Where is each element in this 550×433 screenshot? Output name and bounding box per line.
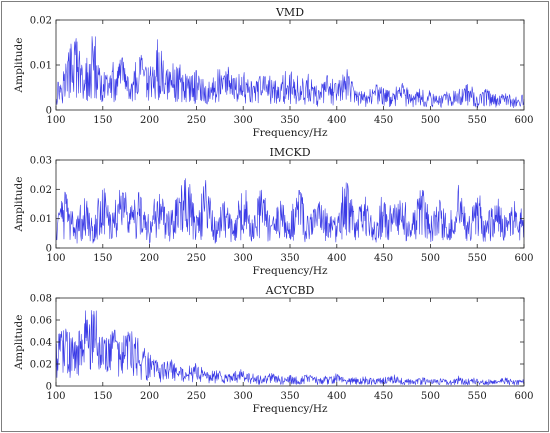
y-tick-label: 0 <box>46 382 52 393</box>
y-axis-label: Amplitude <box>13 177 25 233</box>
x-tick-label: 100 <box>46 115 65 126</box>
y-axis-label: Amplitude <box>13 315 25 371</box>
x-tick-label: 350 <box>280 253 299 264</box>
x-tick-label: 600 <box>514 253 533 264</box>
y-tick-label: 0.06 <box>30 316 52 327</box>
x-tick-label: 100 <box>46 391 65 402</box>
x-tick-label: 500 <box>421 115 440 126</box>
x-tick-label: 350 <box>280 115 299 126</box>
x-axis-label: Frequency/Hz <box>252 403 327 415</box>
x-tick-label: 300 <box>234 391 253 402</box>
y-tick-label: 0.04 <box>30 338 52 349</box>
x-tick-label: 200 <box>140 115 159 126</box>
x-tick-label: 300 <box>234 115 253 126</box>
x-tick-label: 250 <box>187 253 206 264</box>
x-axis-label: Frequency/Hz <box>252 127 327 139</box>
x-tick-label: 200 <box>140 391 159 402</box>
x-tick-label: 400 <box>327 115 346 126</box>
x-tick-label: 150 <box>93 253 112 264</box>
x-tick-label: 150 <box>93 391 112 402</box>
x-tick-label: 250 <box>187 391 206 402</box>
y-tick-label: 0 <box>46 244 52 255</box>
y-tick-label: 0 <box>46 106 52 117</box>
x-tick-label: 250 <box>187 115 206 126</box>
x-tick-label: 500 <box>421 391 440 402</box>
x-tick-label: 550 <box>468 391 487 402</box>
y-tick-label: 0.01 <box>30 214 52 225</box>
x-tick-label: 200 <box>140 253 159 264</box>
x-tick-label: 600 <box>514 391 533 402</box>
x-tick-label: 500 <box>421 253 440 264</box>
x-tick-label: 100 <box>46 253 65 264</box>
x-tick-label: 450 <box>374 391 393 402</box>
y-tick-label: 0.02 <box>30 360 52 371</box>
x-tick-label: 400 <box>327 253 346 264</box>
x-tick-label: 450 <box>374 115 393 126</box>
x-tick-label: 550 <box>468 253 487 264</box>
x-tick-label: 600 <box>514 115 533 126</box>
series-line-acycbd <box>55 310 525 386</box>
y-tick-label: 0.03 <box>30 156 52 167</box>
series-line-vmd <box>55 36 525 109</box>
x-tick-label: 150 <box>93 115 112 126</box>
x-tick-label: 350 <box>280 391 299 402</box>
x-tick-label: 300 <box>234 253 253 264</box>
y-axis-label: Amplitude <box>13 38 25 94</box>
x-axis-label: Frequency/Hz <box>252 265 327 277</box>
x-tick-label: 550 <box>468 115 487 126</box>
chart-title: ACYCBD <box>265 284 315 297</box>
y-tick-label: 0.08 <box>30 294 52 305</box>
chart-title: VMD <box>275 6 304 19</box>
chart-title: IMCKD <box>269 146 310 159</box>
y-tick-label: 0.02 <box>30 16 52 27</box>
y-tick-label: 0.01 <box>30 61 52 72</box>
x-tick-label: 400 <box>327 391 346 402</box>
y-tick-label: 0.02 <box>30 185 52 196</box>
x-tick-label: 450 <box>374 253 393 264</box>
series-line-imckd <box>55 178 525 244</box>
